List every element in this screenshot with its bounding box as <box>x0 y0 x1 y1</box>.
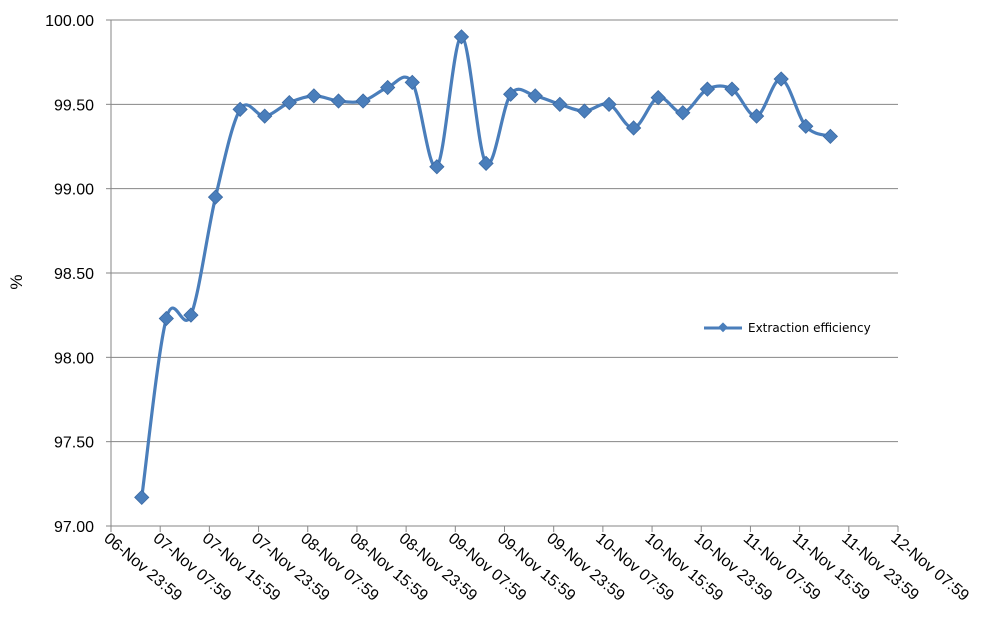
data-point <box>183 307 199 323</box>
data-point <box>552 96 568 112</box>
data-point <box>306 88 322 104</box>
data-point <box>699 81 716 97</box>
data-point <box>503 86 519 102</box>
y-tick-label: 99.00 <box>54 182 94 199</box>
y-tick-label: 100.00 <box>45 13 94 30</box>
data-point <box>576 103 593 119</box>
data-point <box>625 120 642 136</box>
legend-label: Extraction efficiency <box>748 321 871 335</box>
data-point <box>822 128 839 145</box>
y-tick-label: 97.50 <box>54 435 94 452</box>
axes <box>106 19 899 532</box>
y-tick-label: 98.50 <box>54 266 94 283</box>
data-point <box>257 108 273 124</box>
series-extraction-efficiency <box>134 29 839 505</box>
series-line <box>140 35 831 498</box>
data-point <box>453 29 470 45</box>
data-point <box>773 71 789 87</box>
data-point <box>798 118 814 134</box>
legend: Extraction efficiency <box>704 321 871 335</box>
data-point <box>281 95 297 111</box>
y-tick-label: 98.00 <box>54 350 94 367</box>
data-point <box>330 93 347 109</box>
data-point <box>650 89 666 106</box>
data-point <box>429 159 445 175</box>
y-tick-label: 97.00 <box>54 519 94 536</box>
data-point <box>724 81 740 97</box>
data-point <box>404 74 420 91</box>
y-tick-labels: 97.00 97.50 98.00 98.50 99.00 99.50 100.00 <box>45 13 94 536</box>
legend-marker-swatch <box>718 322 728 333</box>
data-point <box>134 489 150 505</box>
data-point <box>527 88 543 104</box>
data-point <box>478 155 494 172</box>
data-point <box>675 105 691 121</box>
data-point <box>158 310 174 327</box>
y-axis-label: % <box>7 274 26 289</box>
data-point <box>355 93 371 109</box>
data-point <box>232 101 248 118</box>
data-point <box>601 96 617 112</box>
data-point <box>380 79 396 96</box>
data-point <box>748 108 765 124</box>
y-tick-label: 99.50 <box>54 97 94 114</box>
data-point <box>207 189 224 205</box>
